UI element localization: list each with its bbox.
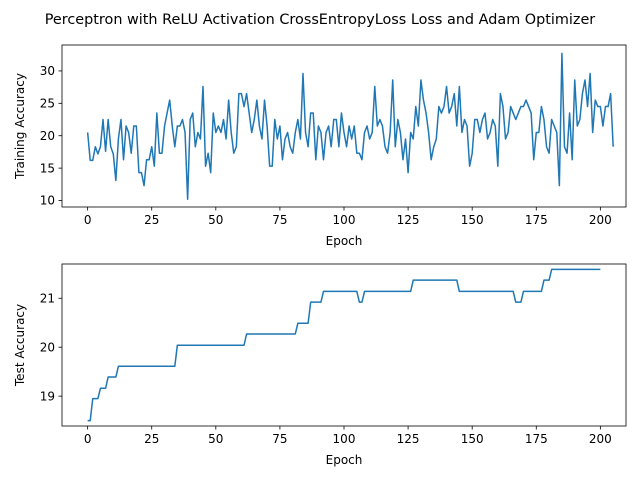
training-accuracy-plot: 0 25 50 75 100 125 150 175 200 10 15 20 25 30 Epoch Tra… [13,44,627,248]
train-x-tick-label: 125 [397,213,420,227]
train-x-tick-label: 0 [84,213,92,227]
train-y-tick-label: 30 [40,64,55,78]
figure-title: Perceptron with ReLU Activation CrossEnt… [45,12,596,28]
test-x-tick-label: 0 [84,432,92,446]
test-y-tick-label: 20 [40,340,55,354]
test-x-axis-label: Epoch [326,453,363,467]
test-x-tick-label: 125 [397,432,420,446]
test-accuracy-plot: 0 25 50 75 100 125 150 175 200 19 20 21 Epoch Test Ac… [13,263,627,467]
train-y-axis-label: Training Accuracy [13,73,27,180]
train-y-tick-label: 20 [40,129,55,143]
test-series-line [87,268,601,422]
train-axes-frame [61,44,627,208]
test-y-axis-label: Test Accuracy [13,304,27,387]
train-x-tick-label: 150 [461,213,484,227]
test-x-tick-label: 175 [525,432,548,446]
train-x-tick-label: 50 [208,213,223,227]
test-x-tick-label: 100 [333,432,356,446]
train-x-tick-label: 100 [333,213,356,227]
test-x-tick-label: 150 [461,432,484,446]
train-x-axis-label: Epoch [326,234,363,248]
test-x-tick-label: 200 [589,432,612,446]
test-x-tick-label: 50 [208,432,223,446]
test-y-tick-label: 21 [40,291,55,305]
train-series-line [86,52,614,200]
train-x-tick-label: 175 [525,213,548,227]
train-y-tick-label: 25 [40,97,55,111]
test-x-tick-label: 75 [272,432,287,446]
test-x-tick-label: 25 [144,432,159,446]
train-x-tick-label: 200 [589,213,612,227]
train-y-tick-label: 15 [40,161,55,175]
train-x-tick-label: 25 [144,213,159,227]
test-y-tick-label: 19 [40,389,55,403]
train-y-tick-label: 10 [40,194,55,208]
train-x-tick-label: 75 [272,213,287,227]
